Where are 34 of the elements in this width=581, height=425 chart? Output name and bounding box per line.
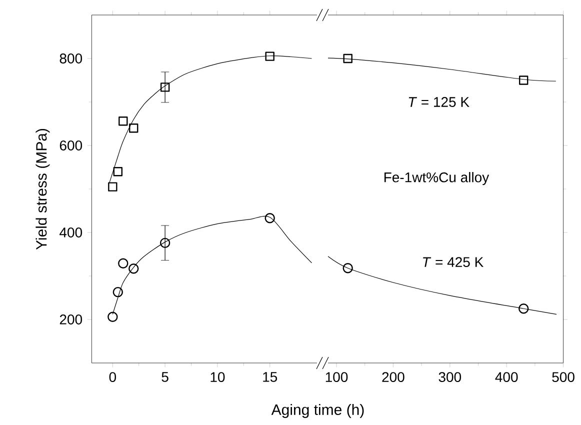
y-tick-label: 200 xyxy=(60,314,82,324)
x-tick-label: 300 xyxy=(438,372,462,382)
y-tick-label: 800 xyxy=(60,54,82,64)
point xyxy=(108,182,118,192)
point xyxy=(128,263,139,274)
x-tick-label: 500 xyxy=(552,372,574,382)
x-tick-label: 400 xyxy=(495,372,518,382)
point xyxy=(518,304,529,314)
x-tick-label: 15 xyxy=(263,372,278,382)
point xyxy=(265,52,274,61)
y-tick-label: 600 xyxy=(60,140,82,150)
annotation: T = 425 K xyxy=(423,257,484,268)
x-tick-label: 0 xyxy=(109,372,116,382)
point xyxy=(118,116,128,126)
point xyxy=(129,123,138,133)
annotation: T = 125 K xyxy=(408,97,470,107)
x-tick-label: 200 xyxy=(382,372,404,382)
annotation: Fe-1wt%Cu alloy xyxy=(384,172,490,186)
point xyxy=(112,286,124,298)
x-tick-label: 10 xyxy=(210,372,225,382)
y-axis-title: Yield stress (MPa) xyxy=(36,128,50,250)
y-tick-label: 400 xyxy=(60,228,82,238)
point xyxy=(160,238,170,248)
x-tick-label: 100 xyxy=(326,372,348,382)
point xyxy=(160,82,170,92)
point xyxy=(519,76,528,85)
point xyxy=(118,258,128,268)
point xyxy=(343,54,352,64)
point xyxy=(113,166,122,176)
x-axis-title: Aging time (h) xyxy=(271,404,364,418)
point xyxy=(342,263,353,274)
point xyxy=(264,213,275,224)
x-tick-label: 5 xyxy=(162,372,168,382)
point xyxy=(108,312,118,322)
